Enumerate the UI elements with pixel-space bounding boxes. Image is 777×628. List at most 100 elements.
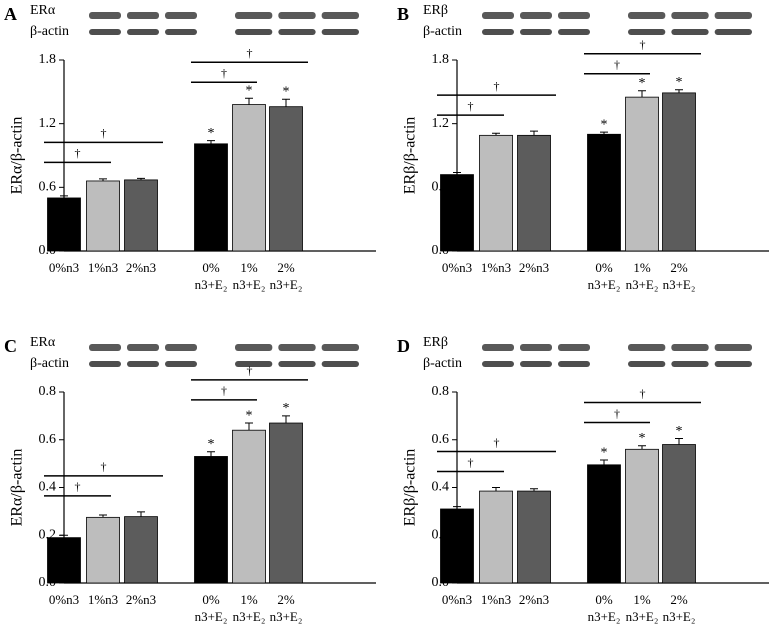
y-tick-label: 1.2 <box>39 116 57 131</box>
blot-band <box>558 12 590 19</box>
blot-band <box>89 29 121 35</box>
bar <box>194 143 228 252</box>
x-tick-label: 1% n3+E₂ <box>625 592 659 624</box>
bracket-label: † <box>494 435 500 449</box>
error-bar <box>600 459 608 465</box>
x-tick-label: 0% n3+E₂ <box>587 260 621 292</box>
y-tick-label: 1.2 <box>432 116 450 131</box>
blot-band <box>558 361 590 367</box>
blot-band <box>127 12 159 19</box>
error-bar <box>60 534 68 538</box>
bar <box>662 92 696 252</box>
error-bar <box>282 415 290 424</box>
y-axis-label: ERβ/β-actin <box>402 449 419 527</box>
blot-band <box>165 361 197 367</box>
blot-band <box>520 12 552 19</box>
x-tick-label: 1% n3+E₂ <box>625 260 659 292</box>
x-tick-label: 1% n3+E₂ <box>232 260 266 292</box>
blot-band <box>235 12 273 19</box>
bar <box>517 134 551 252</box>
error-bar <box>245 422 253 431</box>
panel-label: A <box>4 4 17 24</box>
error-bar <box>99 178 107 181</box>
blot-band <box>278 361 316 367</box>
blot-band <box>165 12 197 19</box>
x-tick-label: 2% n3+E₂ <box>269 592 303 624</box>
error-bar <box>99 514 107 518</box>
significance-star: * <box>676 75 683 90</box>
x-tick-label: 1%n3 <box>87 592 119 607</box>
significance-star: * <box>676 424 683 439</box>
bracket-label: † <box>221 384 227 398</box>
y-tick-label: 0.6 <box>39 432 57 447</box>
x-tick-label: 1%n3 <box>87 260 119 275</box>
x-tick-label: 2%n3 <box>518 592 550 607</box>
error-bar <box>60 195 68 198</box>
y-tick-label: 0.6 <box>39 180 57 195</box>
blot-label: β-actin <box>30 356 69 371</box>
y-tick-label: 0.6 <box>432 432 450 447</box>
blot-band <box>482 361 514 367</box>
significance-star: * <box>208 437 215 452</box>
error-bar <box>600 131 608 135</box>
blot-band <box>89 12 121 19</box>
blot-band <box>482 12 514 19</box>
bar <box>440 508 474 584</box>
error-bar <box>530 488 538 492</box>
y-tick-label: 0.8 <box>39 384 57 399</box>
blot-band <box>321 361 359 367</box>
error-bar <box>282 98 290 107</box>
bar <box>625 96 659 252</box>
blot-band <box>558 344 590 351</box>
x-tick-label: 2% n3+E₂ <box>662 260 696 292</box>
blot-band <box>671 361 709 367</box>
x-tick-label: 0%n3 <box>48 260 80 275</box>
error-bar <box>137 511 145 517</box>
blot-band <box>321 12 359 19</box>
bar <box>194 456 228 584</box>
bar <box>124 516 158 584</box>
blot-label: β-actin <box>30 24 69 39</box>
bar <box>269 106 303 252</box>
significance-star: * <box>283 401 290 416</box>
x-tick-label: 2% n3+E₂ <box>269 260 303 292</box>
x-tick-label: 1% n3+E₂ <box>232 592 266 624</box>
blot-label: β-actin <box>423 356 462 371</box>
y-axis-label: ERα/β-actin <box>9 449 26 527</box>
error-bar <box>207 451 215 457</box>
blot-band <box>89 344 121 351</box>
y-tick-label: 0.8 <box>432 384 450 399</box>
bracket-label: † <box>75 480 81 494</box>
y-tick-label: 1.8 <box>432 52 450 67</box>
blot-band <box>714 361 752 367</box>
blot-label: ERβ <box>423 3 448 18</box>
blot-band <box>278 12 316 19</box>
error-bar <box>675 438 683 445</box>
bracket-label: † <box>75 146 81 160</box>
significance-star: * <box>639 431 646 446</box>
bar <box>662 444 696 584</box>
blot-label: β-actin <box>423 24 462 39</box>
blot-band <box>127 29 159 35</box>
blot-band <box>671 12 709 19</box>
blot-band <box>278 29 316 35</box>
error-bar <box>453 506 461 509</box>
error-bar <box>453 171 461 175</box>
error-bar <box>245 97 253 105</box>
blot-band <box>127 361 159 367</box>
error-bar <box>492 132 500 136</box>
bar <box>47 197 81 252</box>
x-tick-label: 0% n3+E₂ <box>194 592 228 624</box>
bracket-label: † <box>614 406 620 420</box>
blot-band <box>321 344 359 351</box>
x-tick-label: 0%n3 <box>441 592 473 607</box>
bracket-label: † <box>494 79 500 93</box>
y-tick-label: 0.4 <box>39 480 57 495</box>
blot-band <box>671 344 709 351</box>
bracket-label: † <box>101 460 107 474</box>
x-tick-label: 2%n3 <box>125 592 157 607</box>
y-tick-label: 0.4 <box>432 480 450 495</box>
y-axis-label: ERβ/β-actin <box>402 117 419 195</box>
bracket-label: † <box>640 386 646 400</box>
